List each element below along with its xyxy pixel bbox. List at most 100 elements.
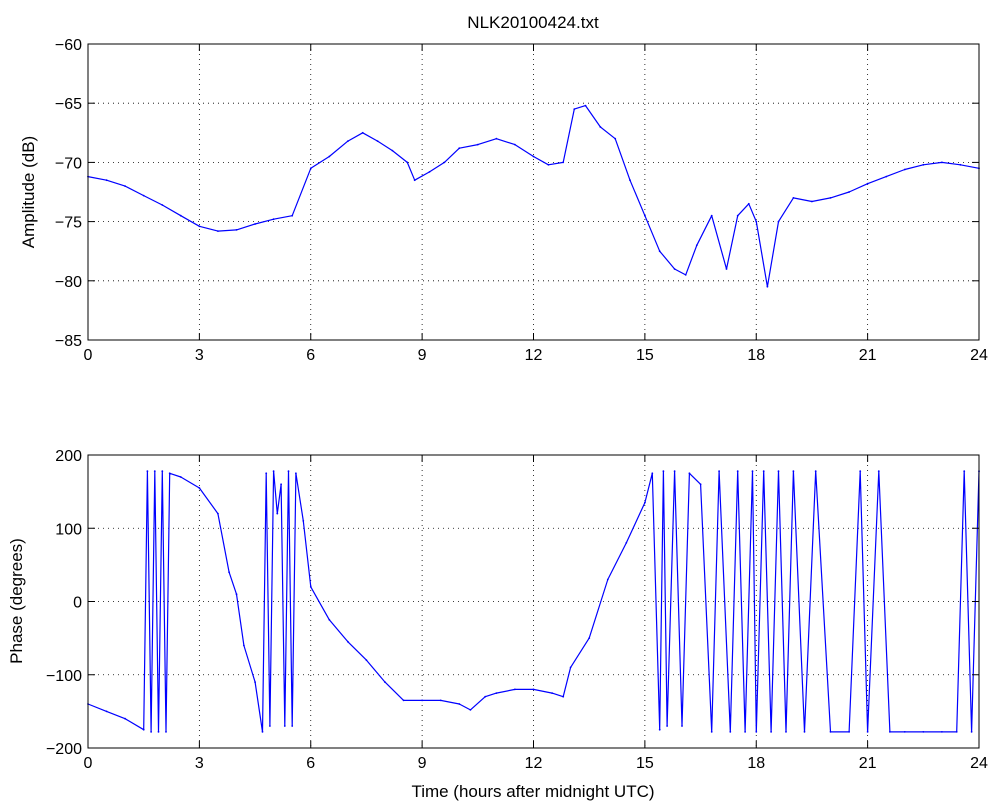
phase-data-point xyxy=(792,470,795,472)
amplitude-data-point xyxy=(406,161,409,164)
phase-data-point xyxy=(243,644,245,647)
amplitude-data-point xyxy=(105,179,108,182)
amplitude-data-point xyxy=(272,218,275,221)
phase-x-tick-label: 3 xyxy=(195,755,204,772)
phase-data-point xyxy=(562,695,565,698)
chart-title: NLK20100424.txt xyxy=(467,13,599,32)
phase-data-point xyxy=(877,470,880,472)
phase-y-tick-label: −100 xyxy=(46,668,82,685)
amplitude-data-point xyxy=(124,185,126,188)
amplitude-data-point xyxy=(309,167,312,170)
phase-axes: 0 3 6 9 12 15 18 21 24 −200 −100 0 100 200 Phase (deg… xyxy=(7,448,988,801)
phase-data-point xyxy=(254,681,256,683)
phase-data-point xyxy=(365,659,368,661)
amplitude-data-point xyxy=(885,175,888,178)
phase-y-tick-label: 0 xyxy=(73,595,82,612)
phase-y-tick-label: 200 xyxy=(55,448,82,465)
phase-data-point xyxy=(198,487,201,489)
phase-data-point xyxy=(970,731,973,733)
phase-data-point xyxy=(295,472,297,475)
amplitude-data-point xyxy=(747,202,750,205)
amplitude-data-point xyxy=(495,137,498,140)
phase-data-point xyxy=(146,470,149,472)
amplitude-data-point xyxy=(811,200,813,203)
phase-data-point xyxy=(866,731,869,733)
amplitude-x-tick-label: 24 xyxy=(970,347,988,364)
phase-data-point xyxy=(770,731,772,733)
phase-data-point xyxy=(514,688,516,691)
amplitude-axes: NLK20100424.txt 0 3 6 9 12 15 18 21 24 −85 −80 −75 −… xyxy=(19,13,988,364)
amplitude-data-point xyxy=(179,214,182,217)
amplitude-x-tick-label: 15 xyxy=(636,347,654,364)
phase-data-point xyxy=(889,731,891,733)
phase-data-point xyxy=(265,472,268,475)
phase-data-point xyxy=(729,731,732,733)
amplitude-plot-area xyxy=(88,44,979,340)
amplitude-data-point xyxy=(922,163,925,166)
phase-data-point xyxy=(458,703,461,705)
phase-y-tick-label: 100 xyxy=(55,521,82,538)
phase-data-point xyxy=(347,640,349,643)
phase-data-point xyxy=(829,731,832,733)
phase-data-point xyxy=(903,731,906,733)
amplitude-data-point xyxy=(725,268,728,270)
phase-data-point xyxy=(955,731,958,733)
amplitude-data-point xyxy=(254,223,256,225)
phase-data-point xyxy=(532,688,535,691)
amplitude-data-point xyxy=(235,229,238,231)
phase-data-point xyxy=(755,731,758,733)
phase-data-point xyxy=(785,731,787,733)
phase-data-point xyxy=(105,710,108,713)
phase-data-point xyxy=(606,578,609,581)
phase-data-point xyxy=(150,731,153,733)
phase-data-point xyxy=(551,692,553,694)
amplitude-ticks: 0 3 6 9 12 15 18 21 24 −85 −80 −75 −70 −65 −60 xyxy=(55,37,988,364)
phase-data-point xyxy=(848,731,850,733)
phase-data-point xyxy=(922,731,925,733)
amplitude-data-point xyxy=(532,155,535,158)
amplitude-x-tick-label: 18 xyxy=(747,347,765,364)
amplitude-y-tick-label: −70 xyxy=(55,155,82,172)
amplitude-data-point xyxy=(903,168,906,171)
amplitude-data-point xyxy=(777,220,780,223)
amplitude-data-point xyxy=(684,274,687,276)
amplitude-data-point xyxy=(361,131,364,134)
phase-series xyxy=(87,470,980,733)
phase-data-point xyxy=(261,731,264,733)
phase-data-point xyxy=(291,725,294,727)
phase-data-point xyxy=(276,512,279,515)
phase-data-point xyxy=(625,542,628,544)
phase-data-point xyxy=(710,731,713,733)
amplitude-data-point xyxy=(644,214,646,217)
phase-data-point xyxy=(736,470,739,472)
amplitude-data-point xyxy=(584,104,587,107)
phase-data-point xyxy=(569,666,572,669)
amplitude-data-point xyxy=(458,147,461,150)
amplitude-data-point xyxy=(629,179,631,182)
amplitude-data-point xyxy=(142,194,145,197)
phase-data-point xyxy=(941,731,943,733)
amplitude-grid xyxy=(88,44,979,340)
phase-data-point xyxy=(484,695,487,698)
amplitude-data-point xyxy=(573,108,576,110)
phase-y-axis-label: Phase (degrees) xyxy=(7,538,26,664)
amplitude-data-point xyxy=(599,126,602,128)
amplitude-data-point xyxy=(829,197,832,199)
phase-y-tick-label: −200 xyxy=(46,741,82,758)
phase-data-point xyxy=(963,470,966,472)
amplitude-data-point xyxy=(848,191,850,193)
amplitude-data-point xyxy=(792,197,795,199)
amplitude-x-tick-label: 21 xyxy=(859,347,877,364)
amplitude-data-point xyxy=(547,163,550,166)
amplitude-data-point xyxy=(959,163,962,166)
phase-data-point xyxy=(814,470,817,472)
phase-data-point xyxy=(777,470,780,472)
phase-x-tick-label: 21 xyxy=(859,755,877,772)
phase-data-point xyxy=(718,470,720,472)
phase-data-point xyxy=(142,728,145,731)
phase-data-point xyxy=(421,699,423,702)
phase-data-point xyxy=(751,470,754,472)
amplitude-data-point xyxy=(413,179,416,182)
phase-data-point xyxy=(302,520,305,522)
amplitude-data-point xyxy=(866,182,869,185)
